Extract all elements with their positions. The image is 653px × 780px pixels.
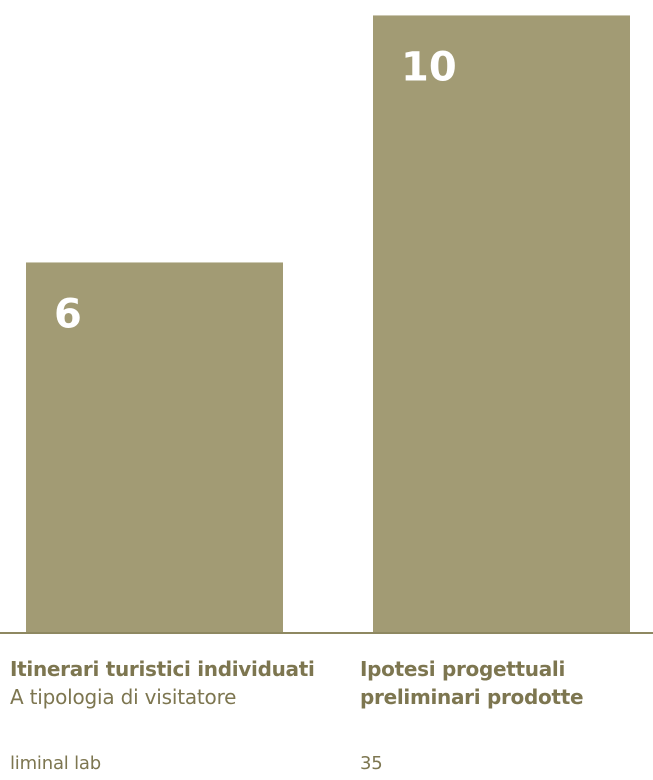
bar-2 <box>373 15 630 633</box>
category-label-ipotesi: Ipotesi progettuali preliminari prodotte <box>360 655 630 711</box>
category-title-line2: preliminari prodotte <box>360 685 584 709</box>
bar-value-label-1: 6 <box>54 291 82 337</box>
category-title-line1: Ipotesi progettuali <box>360 657 566 681</box>
category-label-itinerari: Itinerari turistici individuati A tipolo… <box>10 655 340 711</box>
page-number: 35 <box>360 753 383 774</box>
bar-1 <box>26 262 283 633</box>
footer-brand: liminal lab <box>10 753 101 774</box>
bar-chart: 6 10 <box>0 15 653 634</box>
bar-value-label-2: 10 <box>401 44 457 90</box>
category-title: Itinerari turistici individuati <box>10 657 315 681</box>
category-subtitle: A tipologia di visitatore <box>10 685 237 709</box>
